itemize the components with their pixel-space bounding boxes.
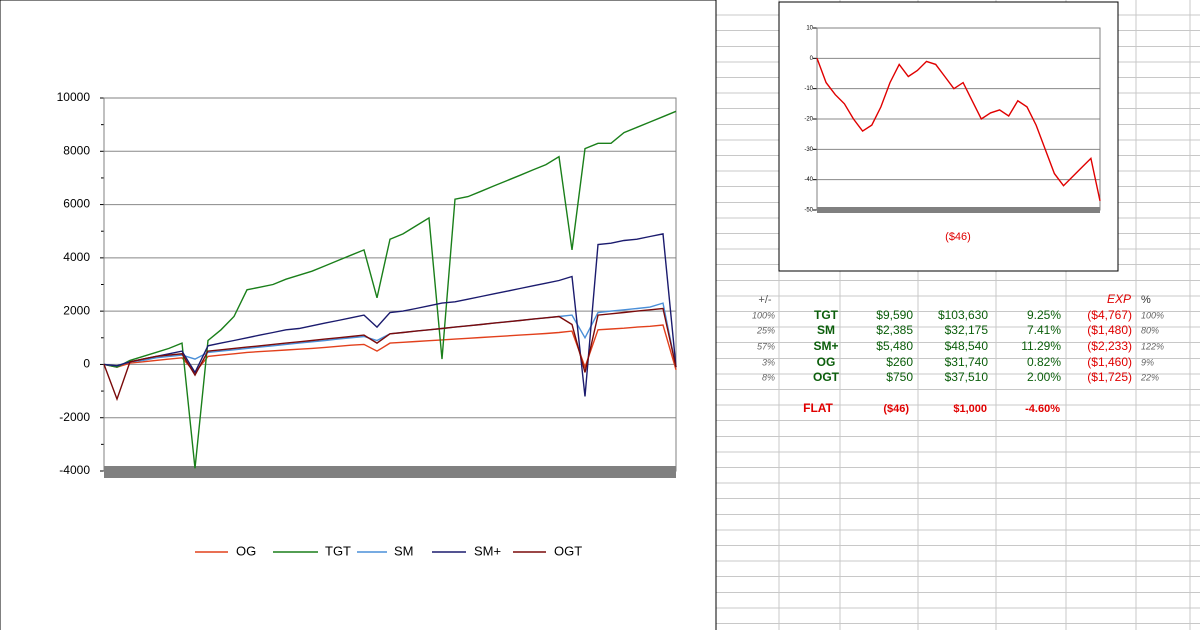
table-cell: 9.25% — [1027, 308, 1061, 322]
y-tick-label: -50 — [804, 208, 813, 214]
annotation: ($46) — [945, 231, 971, 243]
flat-cell: $1,000 — [953, 403, 987, 415]
table-cell: 80% — [1141, 325, 1159, 335]
table-cell: $103,630 — [938, 308, 988, 322]
legend-label: TGT — [325, 543, 351, 558]
y-tick-label: -10 — [804, 86, 813, 92]
y-tick-label: 2000 — [63, 303, 90, 317]
plot-border — [816, 27, 1101, 211]
table: +/- EXP % FLAT ($46) $1,000 -4.60% — [758, 292, 1151, 415]
table-cell: SM — [817, 323, 835, 337]
y-tick-label: 6000 — [63, 197, 90, 211]
flat-cell: -4.60% — [1025, 403, 1060, 415]
y-tick-label: 4000 — [63, 250, 90, 264]
flat-cell: ($46) — [883, 403, 909, 415]
table-cell: $48,540 — [945, 339, 989, 353]
table-cell: 3% — [762, 357, 775, 367]
table-cell: ($1,480) — [1087, 323, 1132, 337]
table-cell: 9% — [1141, 357, 1154, 367]
header: EXP — [1107, 292, 1131, 306]
table-cell: 25% — [756, 325, 775, 335]
y-tick-label: 0 — [810, 56, 814, 62]
small-chart-box — [778, 1, 1119, 272]
y-tick-label: -40 — [804, 177, 813, 183]
table-cell: 8% — [762, 372, 775, 382]
legend-label: OGT — [554, 543, 582, 558]
table-cell: 22% — [1140, 372, 1159, 382]
table-cell: OG — [817, 355, 836, 369]
table-cell: OGT — [813, 370, 840, 384]
table-cell: ($2,233) — [1087, 339, 1132, 353]
table-cell: $37,510 — [945, 370, 989, 384]
legend-label: SM — [394, 543, 414, 558]
series-line — [103, 110, 677, 469]
table-cell: TGT — [814, 308, 839, 322]
y-tick-label: 10000 — [57, 90, 91, 104]
y-tick-label: -20 — [804, 117, 813, 123]
y-tick-label: 8000 — [63, 143, 90, 157]
table-cell: 100% — [752, 310, 775, 320]
table-cell: $2,385 — [876, 323, 913, 337]
table-cell: $9,590 — [876, 308, 913, 322]
plot-border — [103, 97, 677, 472]
table-cell: ($4,767) — [1087, 308, 1132, 322]
table-cell: 57% — [757, 341, 775, 351]
table-cell: ($1,460) — [1087, 355, 1132, 369]
y-tick-label: -4000 — [59, 463, 90, 477]
table-cell: 2.00% — [1027, 370, 1061, 384]
series-line — [103, 307, 677, 402]
y-tick-label: -30 — [804, 147, 813, 153]
table-cell: $260 — [886, 355, 913, 369]
table-cell: 0.82% — [1027, 355, 1061, 369]
y-tick-label: -2000 — [59, 410, 90, 424]
table-cell: SM+ — [813, 339, 838, 353]
table-cell: 100% — [1141, 310, 1164, 320]
legend-label: OG — [236, 543, 256, 558]
table-cell: $750 — [886, 370, 913, 384]
header: +/- — [758, 294, 771, 306]
table-cell: 11.29% — [1021, 339, 1061, 353]
table-cell: 122% — [1141, 341, 1164, 351]
table-cell: $31,740 — [945, 355, 989, 369]
y-tick-label: 0 — [83, 357, 90, 371]
table-cell: ($1,725) — [1087, 370, 1132, 384]
table-cell: $5,480 — [876, 339, 913, 353]
table-cell: $32,175 — [945, 323, 989, 337]
flat-name: FLAT — [803, 401, 833, 415]
legend-label: SM+ — [474, 543, 501, 558]
y-tick-label: 10 — [806, 26, 813, 32]
main-chart-box — [0, 0, 717, 630]
table-cell: 7.41% — [1027, 323, 1061, 337]
series-line — [816, 58, 1101, 202]
floor — [104, 466, 676, 478]
header: % — [1141, 294, 1151, 306]
